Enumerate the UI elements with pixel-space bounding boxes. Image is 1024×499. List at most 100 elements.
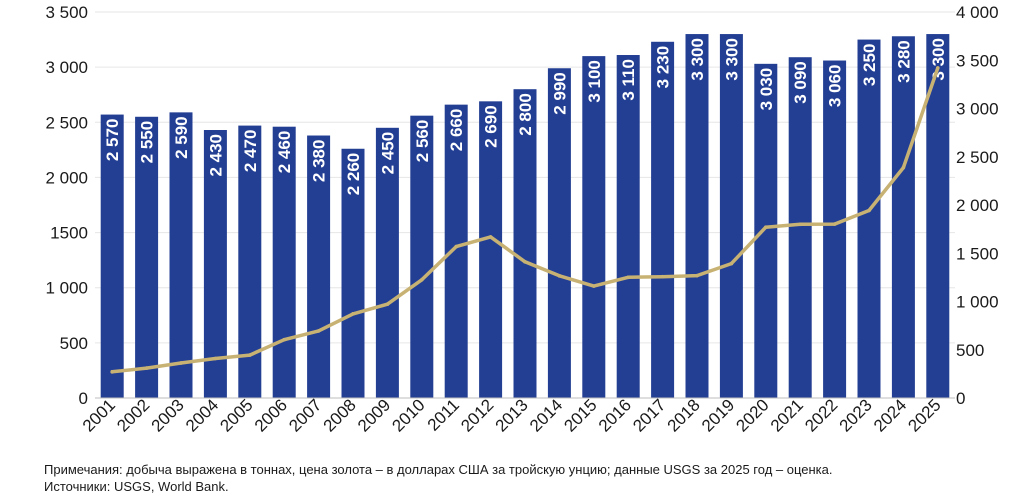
gold-price-point [901,165,906,170]
bar-value-label: 2 430 [206,134,225,177]
bar [341,148,365,398]
gold-price-point [557,274,562,278]
x-tick-label: 2023 [836,395,876,435]
bar [410,115,434,398]
gold-price-point [660,274,665,279]
gold-price-point [695,273,699,278]
x-tick-label: 2009 [354,395,394,435]
x-tick-label: 2022 [801,395,841,435]
bar [100,114,124,399]
bar-value-label: 2 450 [378,132,397,175]
bar-value-label: 3 300 [688,38,707,81]
bar [479,101,503,399]
x-tick-label: 2021 [767,395,807,435]
bar [582,56,606,398]
x-tick-label: 2013 [492,395,532,435]
y-right-tick-label: 3 500 [956,51,999,70]
bar-value-label: 2 470 [241,130,260,173]
bar [719,34,743,399]
x-tick-label: 2016 [595,395,635,435]
gold-price-point [179,361,183,365]
bar [547,68,571,398]
x-tick-label: 2025 [904,395,944,435]
x-tick-label: 2012 [457,395,497,435]
bar-value-label: 2 590 [172,116,191,159]
bar [754,63,778,398]
bar [169,112,193,399]
bar-value-label: 3 060 [826,65,845,108]
x-tick-label: 2005 [216,395,256,435]
bar-value-label: 3 230 [654,46,673,89]
y-right-tick-label: 0 [956,389,965,408]
gold-price-point [592,284,596,288]
gold-price-point [420,277,424,282]
bar-value-label: 2 550 [138,121,157,164]
bar-value-label: 3 300 [722,38,741,81]
gold-price-point [144,366,149,370]
gold-price-point [936,66,940,70]
y-left-tick-label: 500 [60,334,88,353]
bar [823,60,847,398]
bar [788,57,812,399]
bar-value-label: 3 280 [894,40,913,83]
bar-value-label: 2 660 [447,109,466,152]
gold-price-point [351,312,355,316]
x-tick-label: 2020 [732,395,772,435]
bar [857,39,881,398]
bar-value-label: 2 460 [275,131,294,174]
bar-value-label: 2 990 [550,72,569,115]
y-left-tick-label: 3 000 [45,58,88,77]
gold-price-point [488,235,493,239]
bar-value-label: 2 690 [482,105,501,148]
gold-price-point [626,275,630,280]
bar [238,125,262,398]
bar [375,127,399,399]
bar [513,89,537,398]
bar [616,55,640,399]
x-tick-label: 2011 [424,395,463,434]
x-tick-label: 2008 [320,395,360,435]
gold-price-point [729,261,734,266]
x-tick-label: 2002 [113,395,153,435]
bar [272,126,296,398]
y-left-tick-label: 3 500 [45,3,88,22]
bar [926,34,950,399]
y-left-tick-label: 0 [79,389,88,408]
x-tick-label: 2007 [285,395,325,435]
bar-value-label: 2 560 [413,120,432,163]
y-right-tick-label: 1 500 [956,244,999,263]
y-right-tick-label: 2 000 [956,196,999,215]
bar-value-label: 3 090 [791,61,810,104]
y-left-tick-label: 1 000 [45,279,88,298]
gold-price-point [385,302,390,307]
x-tick-label: 2015 [560,395,600,435]
x-tick-label: 2018 [664,395,704,435]
y-left-tick-label: 2 000 [45,168,88,187]
bar [685,34,709,399]
bar-value-label: 2 260 [344,153,363,196]
bar-value-label: 3 100 [585,60,604,103]
gold-price-point [764,225,768,229]
x-tick-label: 2014 [526,395,566,435]
footnote-sources: Источники: USGS, World Bank. [44,479,229,494]
x-tick-label: 2017 [629,395,669,435]
gold-price-point [110,370,114,374]
bar [891,36,915,399]
gold-price-point [282,337,287,342]
y-right-tick-label: 4 000 [956,3,999,22]
bar [203,130,227,398]
x-tick-label: 2004 [182,395,222,435]
bar [651,41,675,399]
bar-value-label: 2 380 [310,140,329,183]
x-tick-label: 2003 [148,395,188,435]
gold-price-point [248,353,252,357]
x-tick-label: 2006 [251,395,291,435]
x-tick-label: 2024 [870,395,910,435]
gold-price-point [867,208,871,213]
y-left-tick-label: 2 500 [45,113,88,132]
gold-chart: 0 500 1 000 1500 2 000 2 500 3 000 3 500 0 500 1 0… [45,3,999,436]
bar-value-label: 3 300 [929,38,948,81]
gold-price-point [213,356,218,361]
gold-price-point [523,260,527,264]
y-right-tick-label: 2 500 [956,148,999,167]
